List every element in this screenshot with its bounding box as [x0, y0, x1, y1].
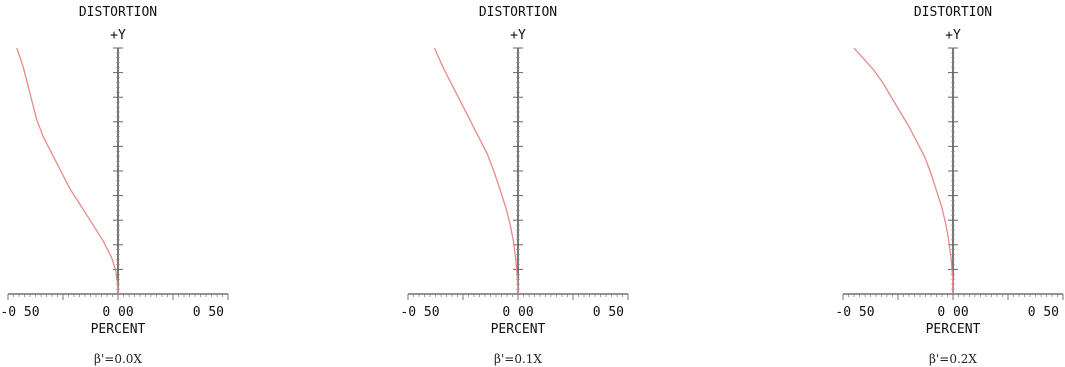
chart-caption: β'=0.1X	[494, 352, 542, 366]
x-tick-label: 0 50	[193, 305, 224, 320]
y-axis-label: +Y	[110, 28, 126, 43]
chart-caption: β'=0.2X	[929, 352, 977, 366]
chart-title: DISTORTION	[79, 5, 157, 20]
x-tick-label: 0 00	[102, 305, 133, 320]
x-tick-label: 0 00	[502, 305, 533, 320]
distortion-curve	[853, 47, 954, 295]
distortion-plot-1: DISTORTION +Y -0 50 0 00 0 50 PERCENT β'=0.0X	[0, 0, 240, 367]
x-axis-label: PERCENT	[91, 322, 146, 337]
chart-caption: β'=0.0X	[94, 352, 142, 366]
distortion-curve	[16, 47, 119, 295]
distortion-curve	[433, 47, 519, 295]
chart-title: DISTORTION	[479, 5, 557, 20]
plot-svg: DISTORTION +Y -0 50 0 00 0 50 PERCENT β'=0.2X	[835, 5, 1064, 366]
plot-svg: DISTORTION +Y -0 50 0 00 0 50 PERCENT β'=0.1X	[400, 5, 629, 366]
x-tick-label: -0 50	[835, 305, 874, 320]
x-tick-label: 0 00	[937, 305, 968, 320]
x-tick-label: -0 50	[0, 305, 39, 320]
chart-title: DISTORTION	[914, 5, 992, 20]
x-tick-label: 0 50	[1028, 305, 1059, 320]
x-axis-label: PERCENT	[926, 322, 981, 337]
plot-svg: DISTORTION +Y -0 50 0 00 0 50 PERCENT β'=0.0X	[0, 5, 229, 366]
y-axis-label: +Y	[510, 28, 526, 43]
y-axis-label: +Y	[945, 28, 961, 43]
x-axis-label: PERCENT	[491, 322, 546, 337]
distortion-plot-2: DISTORTION +Y -0 50 0 00 0 50 PERCENT β'=0.1X	[400, 0, 640, 367]
distortion-plot-3: DISTORTION +Y -0 50 0 00 0 50 PERCENT β'=0.2X	[835, 0, 1065, 367]
x-tick-label: -0 50	[400, 305, 439, 320]
x-tick-label: 0 50	[593, 305, 624, 320]
